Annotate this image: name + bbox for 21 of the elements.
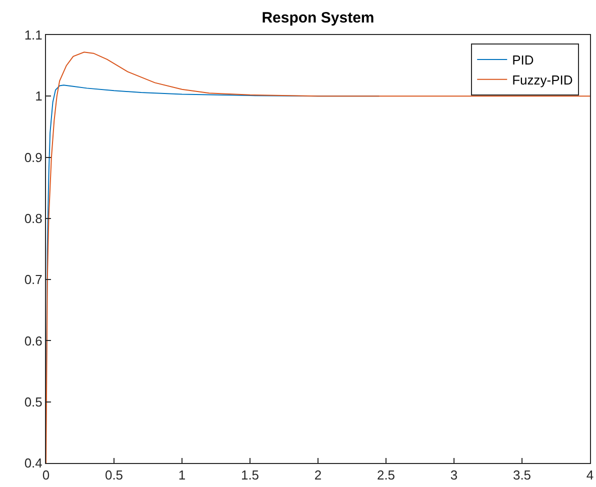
x-tick-label: 4	[586, 468, 594, 483]
y-tick-label: 0.4	[24, 456, 42, 471]
x-tick-label: 2	[314, 468, 322, 483]
x-tick-label: 2.5	[376, 468, 396, 483]
y-tick-label: 0.6	[24, 333, 42, 348]
y-tick-label: 1	[35, 88, 42, 104]
y-tick-label: 0.5	[24, 394, 42, 410]
chart-title: Respon System	[262, 10, 374, 27]
x-tick-label: 1	[178, 468, 186, 483]
y-tick-label: 0.8	[24, 210, 42, 226]
x-tick-label: 0.5	[104, 468, 124, 483]
legend-label: PID	[512, 52, 534, 68]
legend-label: Fuzzy-PID	[512, 72, 573, 88]
x-tick-label: 1.5	[240, 468, 260, 483]
y-tick-label: 1.1	[24, 28, 42, 43]
line-series	[46, 52, 590, 463]
x-tick-label: 3	[450, 468, 458, 483]
y-tick-label: 0.7	[24, 272, 42, 288]
y-tick-label: 0.9	[24, 150, 42, 165]
x-tick-label: 3.5	[512, 468, 532, 483]
x-tick-label: 0	[42, 468, 50, 483]
